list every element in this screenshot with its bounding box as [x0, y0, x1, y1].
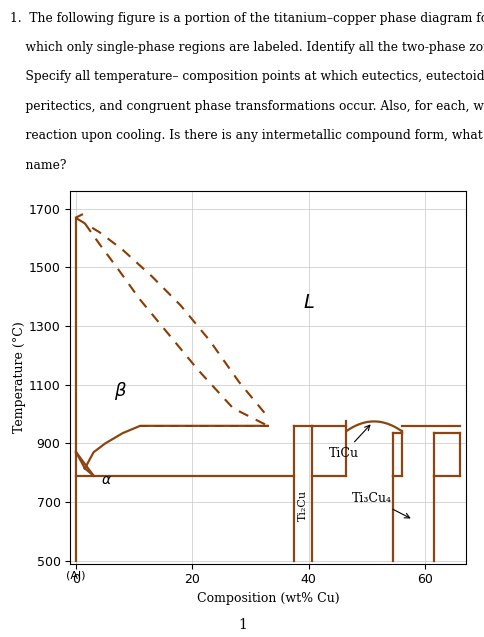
Text: peritectics, and congruent phase transformations occur. Also, for each, write th: peritectics, and congruent phase transfo… [10, 100, 484, 113]
Text: 1: 1 [238, 619, 246, 633]
X-axis label: Composition (wt% Cu): Composition (wt% Cu) [196, 592, 339, 605]
Text: $\beta$: $\beta$ [114, 380, 127, 403]
Text: name?: name? [10, 159, 66, 172]
Text: (Al): (Al) [66, 570, 86, 580]
Text: TiCu: TiCu [328, 426, 369, 460]
Text: $L$: $L$ [302, 294, 314, 313]
Text: Ti₃Cu₄: Ti₃Cu₄ [351, 492, 409, 518]
Text: reaction upon cooling. Is there is any intermetallic compound form, what is its: reaction upon cooling. Is there is any i… [10, 129, 484, 142]
Text: 1.  The following figure is a portion of the titanium–copper phase diagram for: 1. The following figure is a portion of … [10, 11, 484, 25]
Text: which only single-phase regions are labeled. Identify all the two-phase zones.: which only single-phase regions are labe… [10, 41, 484, 54]
Y-axis label: Temperature (°C): Temperature (°C) [13, 322, 26, 433]
Text: $\alpha$: $\alpha$ [100, 473, 111, 487]
Text: Specify all temperature– composition points at which eutectics, eutectoids,: Specify all temperature– composition poi… [10, 71, 484, 83]
Text: Ti₂Cu: Ti₂Cu [297, 490, 307, 521]
